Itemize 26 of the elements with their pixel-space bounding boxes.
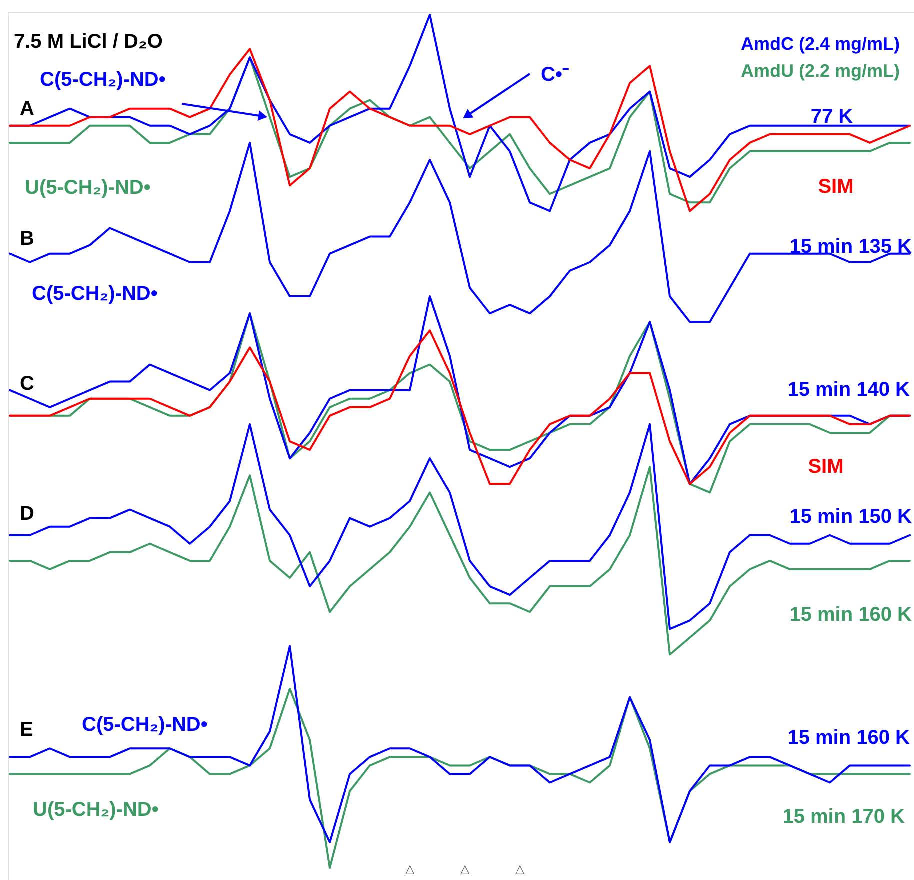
annotation: 15 min 160 K [790, 604, 913, 626]
annotation: △ [460, 862, 470, 876]
text: 7.5 M LiCl / D₂O [14, 31, 163, 53]
annotation: SIM [808, 456, 844, 478]
annotation: 77 K [810, 106, 854, 128]
annotation: 15 min 135 K [790, 236, 913, 258]
annotation: 15 min 170 K [782, 806, 906, 828]
annotation: D [20, 503, 34, 525]
annotation: U(5-CH₂)-ND• [33, 799, 159, 821]
annotation: C(5-CH₂)-ND• [32, 283, 158, 305]
annotation: C(5-CH₂)-ND• [82, 714, 208, 736]
annotation: △ [406, 862, 416, 876]
annotation: B [20, 228, 34, 250]
annotation: C•⁻ [541, 64, 570, 86]
annotation: △ [516, 862, 526, 876]
annotation: U(5-CH₂)-ND• [25, 177, 151, 199]
annotation: 15 min 140 K [788, 379, 911, 401]
annotation: 15 min 150 K [790, 506, 913, 528]
annotation: E [20, 719, 34, 741]
annotation: C [20, 373, 34, 395]
annotation: 15 min 160 K [788, 727, 911, 749]
text: AmdU (2.2 mg/mL) [740, 61, 900, 81]
text: AmdC (2.4 mg/mL) [740, 34, 900, 54]
annotation: A [20, 98, 34, 120]
annotation: C(5-CH₂)-ND• [40, 69, 166, 91]
annotation: SIM [818, 176, 854, 198]
